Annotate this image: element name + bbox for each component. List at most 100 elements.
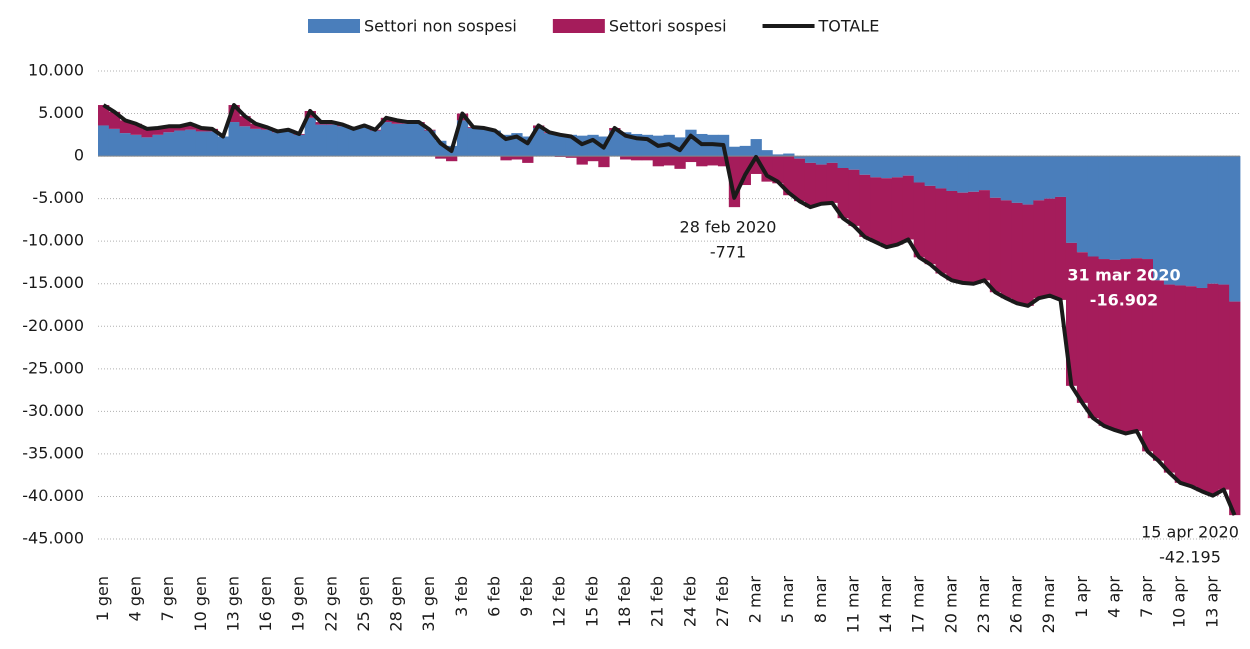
bar bbox=[935, 188, 947, 274]
bar bbox=[500, 156, 512, 161]
bar bbox=[1131, 156, 1143, 259]
bar bbox=[598, 156, 610, 168]
x-tick-label: 25 gen bbox=[354, 576, 373, 632]
bar bbox=[641, 134, 654, 157]
bar bbox=[989, 197, 1002, 293]
bar bbox=[565, 156, 577, 158]
bar bbox=[1131, 258, 1143, 431]
x-tick-label: 18 feb bbox=[615, 576, 634, 627]
x-tick-label: 10 apr bbox=[1170, 576, 1189, 628]
x-tick-label: 8 mar bbox=[811, 576, 830, 624]
bar bbox=[359, 127, 371, 157]
bar bbox=[130, 123, 142, 135]
bar bbox=[141, 137, 153, 157]
bar bbox=[924, 185, 936, 265]
bar bbox=[543, 133, 556, 157]
bar bbox=[1000, 200, 1012, 299]
bar bbox=[228, 105, 240, 123]
x-tick-label: 23 mar bbox=[974, 576, 993, 634]
bar bbox=[108, 111, 121, 129]
bar bbox=[402, 123, 414, 157]
bar bbox=[152, 128, 164, 135]
bar bbox=[881, 178, 893, 248]
x-tick-label: 12 feb bbox=[550, 576, 569, 627]
bar bbox=[587, 156, 599, 162]
bar bbox=[1011, 202, 1023, 304]
bar bbox=[446, 156, 458, 162]
bar bbox=[761, 156, 773, 182]
bar bbox=[554, 133, 567, 157]
legend-swatch bbox=[552, 19, 605, 33]
bar bbox=[674, 156, 686, 169]
x-tick-label: 15 feb bbox=[582, 576, 601, 627]
bar bbox=[902, 156, 915, 176]
bar bbox=[859, 174, 871, 237]
bar bbox=[848, 156, 860, 170]
x-tick-label: 13 gen bbox=[223, 576, 242, 632]
x-tick-label: 1 apr bbox=[1072, 576, 1091, 618]
bar bbox=[163, 132, 175, 157]
bar bbox=[1022, 156, 1034, 205]
bar bbox=[815, 164, 828, 204]
bar bbox=[641, 156, 654, 161]
bar bbox=[1229, 156, 1241, 302]
bar bbox=[163, 126, 175, 133]
bar bbox=[1087, 256, 1100, 419]
bar bbox=[130, 134, 142, 157]
bar bbox=[630, 133, 643, 157]
bar bbox=[456, 120, 469, 157]
bar bbox=[815, 156, 828, 165]
bar bbox=[1076, 252, 1089, 403]
bar bbox=[1000, 156, 1012, 201]
bar bbox=[185, 123, 197, 130]
bar bbox=[848, 169, 860, 226]
bar bbox=[620, 156, 632, 160]
bar bbox=[500, 134, 512, 157]
bar bbox=[141, 128, 153, 138]
bar bbox=[565, 134, 577, 157]
bar bbox=[837, 156, 849, 169]
bar bbox=[1044, 198, 1056, 296]
bar bbox=[978, 190, 991, 281]
bar bbox=[195, 131, 208, 157]
x-tick-label: 27 feb bbox=[713, 576, 732, 627]
bar bbox=[1174, 156, 1187, 286]
bar bbox=[902, 175, 915, 240]
y-tick-label: -40.000 bbox=[22, 486, 84, 505]
bar bbox=[435, 140, 447, 157]
bar bbox=[1218, 156, 1230, 285]
bar bbox=[652, 156, 664, 167]
y-tick-label: -20.000 bbox=[22, 316, 84, 335]
bar bbox=[250, 123, 262, 129]
bar bbox=[750, 139, 762, 157]
bar bbox=[185, 129, 197, 157]
x-tick-label: 7 gen bbox=[158, 576, 177, 621]
x-tick-label: 22 gen bbox=[321, 576, 340, 632]
bar bbox=[1098, 259, 1110, 426]
bar bbox=[685, 129, 697, 157]
bar bbox=[804, 156, 817, 163]
bar bbox=[989, 156, 1002, 198]
bar bbox=[315, 124, 327, 157]
y-tick-label: 10.000 bbox=[28, 61, 84, 80]
legend-label: Settori non sospesi bbox=[364, 17, 517, 36]
bar bbox=[1163, 156, 1176, 285]
y-tick-label: -5.000 bbox=[32, 188, 84, 207]
bar bbox=[1142, 259, 1154, 452]
y-tick-label: -15.000 bbox=[22, 273, 84, 292]
bar bbox=[522, 136, 534, 157]
bar bbox=[108, 128, 121, 157]
bar bbox=[783, 153, 795, 157]
legend-item: Settori sospesi bbox=[552, 17, 727, 36]
legend-item: Settori non sospesi bbox=[308, 17, 517, 36]
legend-label: Settori sospesi bbox=[609, 17, 727, 36]
bar bbox=[826, 162, 838, 203]
bar bbox=[1152, 280, 1165, 461]
bar bbox=[1033, 156, 1045, 201]
bar bbox=[1196, 287, 1208, 492]
bar bbox=[206, 131, 219, 157]
x-tick-label: 24 feb bbox=[680, 576, 699, 627]
bar bbox=[957, 156, 969, 193]
y-tick-label: 0 bbox=[74, 146, 84, 165]
bar bbox=[1044, 156, 1056, 199]
